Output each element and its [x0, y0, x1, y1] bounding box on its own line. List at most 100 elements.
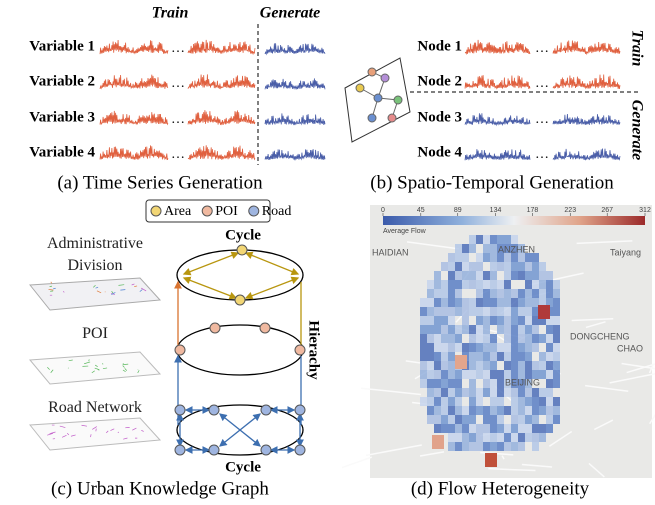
map-cell — [476, 298, 483, 307]
map-cell — [490, 235, 497, 244]
map-cell — [469, 352, 476, 361]
map-cell — [455, 442, 462, 451]
map-cell — [483, 388, 490, 397]
map-cell — [469, 388, 476, 397]
map-cell — [546, 388, 553, 397]
map-cell — [490, 370, 497, 379]
map-cell — [427, 361, 434, 370]
map-cell — [455, 325, 462, 334]
map-cell — [476, 235, 483, 244]
variable-label: Variable 3 — [29, 109, 95, 125]
map-cell — [455, 298, 462, 307]
map-cell — [490, 406, 497, 415]
map-cell — [532, 370, 539, 379]
map-cell — [490, 379, 497, 388]
map-cell — [420, 361, 427, 370]
colorbar-tick-label: 223 — [564, 207, 576, 214]
map-stroke — [66, 433, 70, 436]
map-cell — [462, 253, 469, 262]
legend-label: Area — [164, 204, 192, 219]
map-cell — [441, 397, 448, 406]
map-cell — [483, 307, 490, 316]
map-cell — [448, 379, 455, 388]
map-stroke — [47, 432, 54, 436]
time-series — [99, 39, 169, 55]
generate-label: Generate — [260, 5, 320, 22]
map-cell — [497, 262, 504, 271]
map-cell — [441, 325, 448, 334]
map-stroke — [93, 285, 96, 288]
map-cell — [525, 370, 532, 379]
map-cell — [518, 370, 525, 379]
map-cell — [525, 271, 532, 280]
map-cell — [518, 343, 525, 352]
time-series — [552, 148, 621, 161]
map-cell — [497, 289, 504, 298]
map-cell — [525, 334, 532, 343]
map-cell — [539, 370, 546, 379]
map-cell — [434, 325, 441, 334]
map-cell — [539, 334, 546, 343]
map-cell — [553, 334, 560, 343]
map-cell — [511, 271, 518, 280]
map-cell — [511, 334, 518, 343]
map-road — [648, 363, 655, 374]
map-stroke — [124, 368, 128, 371]
map-cell — [420, 379, 427, 388]
map-cell — [441, 307, 448, 316]
map-cell — [504, 343, 511, 352]
map-cell — [462, 325, 469, 334]
map-cell — [511, 262, 518, 271]
map-cell — [469, 397, 476, 406]
map-cell — [504, 370, 511, 379]
map-cell — [420, 397, 427, 406]
map-cell — [476, 262, 483, 271]
map-cell — [497, 307, 504, 316]
map-cell — [441, 379, 448, 388]
layer-ellipses — [176, 249, 304, 456]
map-hotspot — [538, 305, 550, 319]
map-cell — [469, 307, 476, 316]
map-cell — [511, 406, 518, 415]
map-cell — [448, 433, 455, 442]
map-cell — [434, 370, 441, 379]
time-series — [464, 149, 531, 161]
colorbar-tick-label: 312 — [639, 207, 651, 214]
map-cell — [546, 352, 553, 361]
time-series — [264, 113, 326, 126]
map-cell — [497, 343, 504, 352]
map-cell — [469, 406, 476, 415]
map-cell — [469, 433, 476, 442]
graph-edges — [174, 251, 304, 454]
map-stroke — [106, 430, 109, 434]
map-cell — [455, 406, 462, 415]
map-cell — [525, 415, 532, 424]
map-road — [585, 321, 606, 329]
node-label: Node 2 — [417, 73, 462, 89]
map-cell — [504, 334, 511, 343]
map-cell — [511, 325, 518, 334]
time-series — [552, 74, 621, 90]
map-cell — [511, 235, 518, 244]
map-cell — [469, 298, 476, 307]
map-cell — [483, 334, 490, 343]
map-cell — [518, 442, 525, 451]
map-stroke — [110, 428, 115, 431]
map-cell — [532, 415, 539, 424]
map-cell — [525, 424, 532, 433]
map-cell — [539, 352, 546, 361]
map-cell — [539, 424, 546, 433]
map-cell — [476, 361, 483, 370]
map-cell — [539, 262, 546, 271]
map-cell — [497, 433, 504, 442]
time-series — [464, 113, 531, 127]
map-cell — [483, 325, 490, 334]
map-cell — [490, 280, 497, 289]
map-cell — [476, 325, 483, 334]
map-cell — [476, 253, 483, 262]
map-stroke — [96, 290, 102, 294]
map-cell — [490, 388, 497, 397]
map-cell — [553, 298, 560, 307]
map-cell — [441, 388, 448, 397]
map-cell — [434, 352, 441, 361]
